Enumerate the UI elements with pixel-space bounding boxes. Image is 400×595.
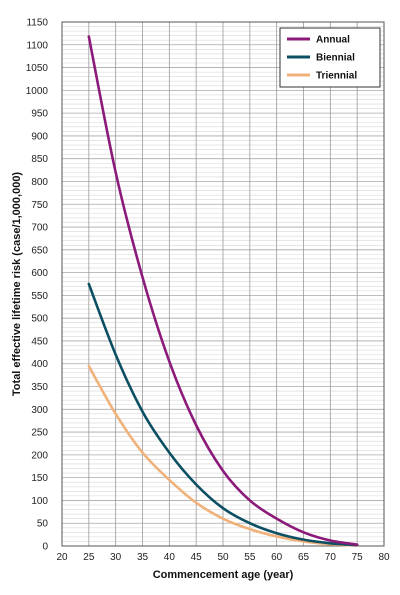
y-tick-label: 400	[31, 359, 48, 370]
series-line-triennial	[87, 364, 359, 547]
y-tick-label: 250	[31, 428, 48, 439]
major-grid	[62, 22, 384, 546]
legend: Annual Biennial Triennial	[279, 27, 381, 88]
y-tick-label: 650	[31, 245, 48, 256]
legend-label-annual: Annual	[316, 35, 350, 46]
x-tick-label: 65	[298, 552, 310, 563]
x-tick-label: 20	[56, 552, 68, 563]
x-tick-label: 35	[137, 552, 149, 563]
y-tick-label: 300	[31, 405, 48, 416]
y-tick-label: 100	[31, 496, 48, 507]
y-tick-label: 1000	[26, 86, 49, 97]
y-tick-label: 550	[31, 291, 48, 302]
legend-label-triennial: Triennial	[316, 71, 357, 82]
x-axis-title: Commencement age (year)	[153, 569, 294, 581]
y-tick-label: 800	[31, 177, 48, 188]
x-tick-label: 25	[83, 552, 95, 563]
y-tick-label: 500	[31, 314, 48, 325]
y-tick-label: 200	[31, 450, 48, 461]
y-tick-label: 350	[31, 382, 48, 393]
x-tick-label: 60	[271, 552, 283, 563]
x-tick-label: 50	[217, 552, 229, 563]
y-tick-label: 950	[31, 109, 48, 120]
y-tick-label: 450	[31, 336, 48, 347]
y-tick-label: 750	[31, 200, 48, 211]
y-tick-label: 50	[37, 519, 49, 530]
y-tick-label: 600	[31, 268, 48, 279]
x-tick-label: 70	[325, 552, 337, 563]
y-tick-label: 850	[31, 154, 48, 165]
x-tick-label: 30	[110, 552, 122, 563]
x-tick-label: 80	[378, 552, 390, 563]
x-tick-label: 40	[164, 552, 176, 563]
legend-label-biennial: Biennial	[316, 53, 355, 64]
series-line-annual	[87, 35, 359, 546]
x-tick-label: 45	[191, 552, 203, 563]
y-tick-label: 150	[31, 473, 48, 484]
series-lines	[87, 35, 359, 547]
y-tick-label: 700	[31, 223, 48, 234]
y-tick-label: 0	[42, 542, 48, 553]
y-tick-label: 900	[31, 131, 48, 142]
y-tick-label: 1100	[26, 40, 48, 51]
plot-border	[61, 21, 385, 547]
y-axis-title: Total effective lifetime risk (case/1,00…	[11, 172, 23, 397]
y-axis-ticks: 0 50 100 150 200 250 300 350 400 450 500 550 600 650 7…	[26, 18, 49, 553]
y-tick-label: 1050	[26, 63, 49, 74]
x-axis-ticks: 20 25 30 35 40 45 50 55 60 65 70 75 80	[56, 552, 390, 563]
x-tick-label: 55	[244, 552, 256, 563]
series-line-biennial	[87, 282, 359, 547]
x-tick-label: 75	[352, 552, 364, 563]
y-tick-label: 1150	[26, 18, 48, 29]
